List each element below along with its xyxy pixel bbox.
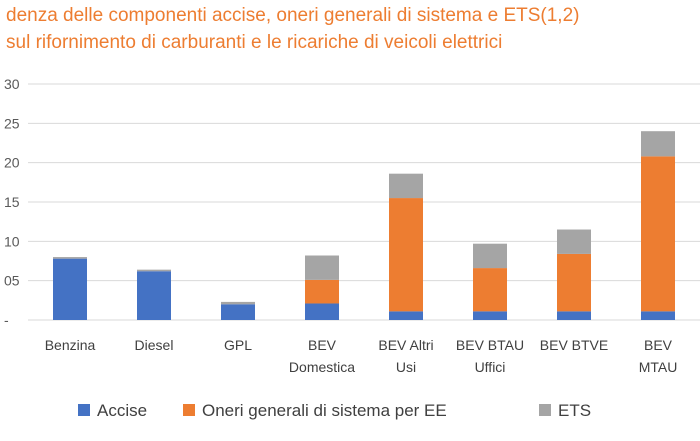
legend-swatch bbox=[78, 404, 90, 416]
bar-segment bbox=[641, 311, 675, 320]
bar-segment bbox=[53, 257, 87, 259]
bar-segment bbox=[473, 268, 507, 312]
legend-label: Accise bbox=[97, 401, 147, 420]
chart-title: denza delle componenti accise, oneri gen… bbox=[0, 2, 700, 56]
bar-segment bbox=[389, 311, 423, 320]
y-tick-label: - bbox=[4, 312, 9, 328]
x-tick-label: Domestica bbox=[289, 359, 355, 375]
x-tick-label: BEV BTVE bbox=[540, 337, 608, 353]
x-tick-label: Usi bbox=[396, 359, 416, 375]
bar-segment bbox=[221, 301, 255, 305]
x-tick-label: Benzina bbox=[45, 337, 96, 353]
bar-segment bbox=[557, 253, 591, 312]
bar-segment bbox=[389, 173, 423, 199]
x-tick-label: MTAU bbox=[639, 359, 678, 375]
bar-segment bbox=[221, 304, 255, 320]
x-tick-label: BEV bbox=[644, 337, 673, 353]
y-tick-label: 15 bbox=[4, 194, 20, 210]
bar-segment bbox=[641, 131, 675, 157]
x-tick-label: GPL bbox=[224, 337, 252, 353]
bar-segment bbox=[473, 311, 507, 320]
bar-segment bbox=[137, 271, 171, 320]
bar-segment bbox=[473, 243, 507, 269]
legend-label: Oneri generali di sistema per EE bbox=[202, 401, 447, 420]
bar-segment bbox=[557, 229, 591, 254]
bar-segment bbox=[137, 269, 171, 272]
y-tick-label: 30 bbox=[4, 76, 20, 92]
bar-segment bbox=[305, 255, 339, 280]
x-tick-label: BEV Altri bbox=[378, 337, 433, 353]
y-tick-label: 05 bbox=[4, 273, 20, 289]
x-tick-label: Uffici bbox=[475, 359, 506, 375]
bar-segment bbox=[305, 303, 339, 320]
y-tick-label: 10 bbox=[4, 233, 20, 249]
x-tick-label: BEV bbox=[308, 337, 337, 353]
chart-title-line-1: denza delle componenti accise, oneri gen… bbox=[6, 5, 580, 26]
x-tick-label: BEV BTAU bbox=[456, 337, 524, 353]
bar-segment bbox=[641, 156, 675, 312]
bar-segment bbox=[389, 198, 423, 312]
chart-title-line-2: sul rifornimento di carburanti e le rica… bbox=[6, 32, 503, 53]
y-tick-label: 25 bbox=[4, 115, 20, 131]
bar-segment bbox=[557, 311, 591, 320]
y-tick-label: 20 bbox=[4, 155, 20, 171]
legend-swatch bbox=[183, 404, 195, 416]
legend-label: ETS bbox=[558, 401, 591, 420]
legend-swatch bbox=[539, 404, 551, 416]
x-tick-label: Diesel bbox=[135, 337, 174, 353]
bar-segment bbox=[305, 279, 339, 304]
bar-segment bbox=[53, 258, 87, 320]
